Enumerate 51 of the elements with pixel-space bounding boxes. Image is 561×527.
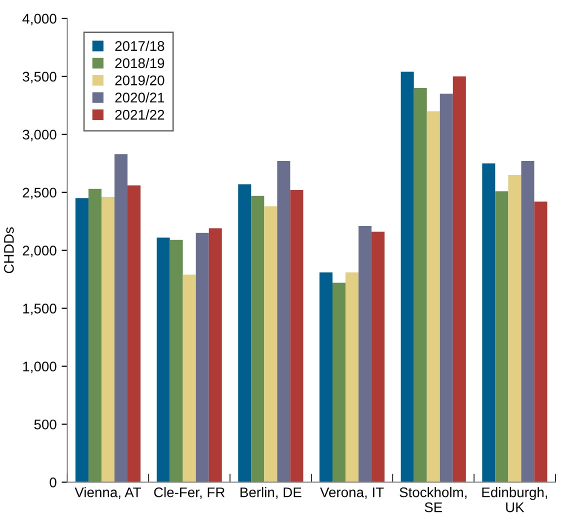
bar	[319, 272, 333, 482]
y-tick-label: 2,500	[22, 188, 56, 200]
bar	[182, 274, 196, 482]
bar	[521, 161, 534, 482]
y-tick-label: 3,000	[22, 130, 56, 142]
y-tick-label: 1,000	[23, 362, 56, 374]
legend-label: 2020/21	[115, 92, 164, 103]
bar	[346, 272, 359, 482]
bar	[400, 72, 414, 482]
y-tick-label: 500	[34, 420, 56, 430]
bar	[251, 196, 264, 482]
bar	[452, 76, 466, 482]
bar	[156, 238, 170, 482]
bar	[495, 191, 508, 482]
bar	[332, 282, 346, 482]
bar	[482, 163, 496, 482]
bar	[196, 232, 209, 482]
bar	[440, 94, 453, 482]
bar	[264, 206, 278, 482]
x-tick-label: Stockholm, SE	[400, 487, 466, 512]
bar	[101, 196, 114, 482]
x-tick-label: Verona, IT	[320, 488, 384, 499]
y-tick-label: 4,000	[22, 14, 56, 26]
bar	[290, 190, 304, 482]
x-tick-label: Berlin, DE	[240, 487, 302, 499]
bar	[426, 111, 440, 482]
bar	[414, 88, 427, 482]
bar	[534, 202, 548, 482]
legend-label: 2017/18	[115, 40, 164, 51]
bar	[170, 240, 183, 482]
legend-label: 2018/19	[115, 58, 164, 68]
bar	[75, 198, 88, 482]
x-tick-label: Cle-Fer, FR	[154, 487, 225, 499]
bar	[372, 232, 385, 482]
x-tick-label: Edinburgh, UK	[482, 487, 548, 512]
x-tick-label: Vienna, AT	[74, 487, 142, 499]
y-tick-label: 2,000	[22, 246, 56, 258]
bar	[358, 226, 372, 482]
y-tick-label: 1,500	[23, 304, 56, 316]
bar	[208, 228, 222, 482]
y-axis-title: CHDDs	[4, 227, 14, 274]
bar	[238, 184, 252, 482]
legend-label: 2019/20	[115, 75, 164, 86]
y-tick-label: 0	[50, 478, 56, 488]
bar	[508, 174, 522, 482]
bar	[88, 188, 102, 482]
legend-label: 2021/22	[115, 110, 164, 120]
y-tick-label: 3,500	[22, 72, 56, 84]
bar	[114, 154, 128, 482]
bar	[277, 161, 290, 482]
bar	[128, 185, 141, 482]
